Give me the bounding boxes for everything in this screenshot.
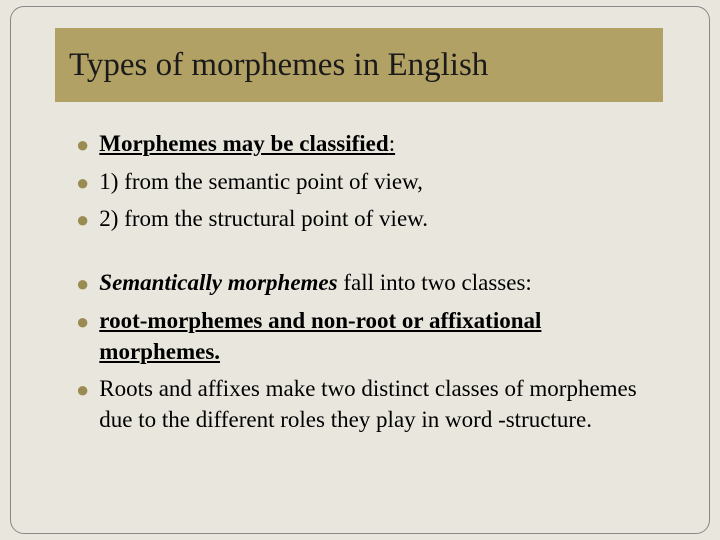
group-spacer <box>76 241 660 267</box>
bullet-text: Roots and affixes make two distinct clas… <box>99 373 660 435</box>
bullet-item: ● Roots and affixes make two distinct cl… <box>76 373 660 435</box>
bullet-text: Morphemes may be classified: <box>99 128 395 159</box>
bullet-item: ● 2) from the structural point of view. <box>76 203 660 235</box>
bullet-text: Semantically morphemes fall into two cla… <box>99 267 532 298</box>
bullet-item: ● Semantically morphemes fall into two c… <box>76 267 660 299</box>
bullet-icon: ● <box>76 130 89 160</box>
bullet-icon: ● <box>76 205 89 235</box>
bullet-text: root-morphemes and non-root or affixatio… <box>99 305 660 367</box>
bullet-icon: ● <box>76 375 89 405</box>
bullet-icon: ● <box>76 168 89 198</box>
bullet-icon: ● <box>76 269 89 299</box>
bullet-item: ● root-morphemes and non-root or affixat… <box>76 305 660 367</box>
bullet-icon: ● <box>76 307 89 337</box>
bullet-text: 2) from the structural point of view. <box>99 203 428 234</box>
bullet-item: ● Morphemes may be classified: <box>76 128 660 160</box>
bullet-text: 1) from the semantic point of view, <box>99 166 423 197</box>
content-area: ● Morphemes may be classified: ● 1) from… <box>76 128 660 441</box>
bullet-item: ● 1) from the semantic point of view, <box>76 166 660 198</box>
title-banner: Types of morphemes in English <box>55 28 663 102</box>
slide-title: Types of morphemes in English <box>69 47 488 84</box>
